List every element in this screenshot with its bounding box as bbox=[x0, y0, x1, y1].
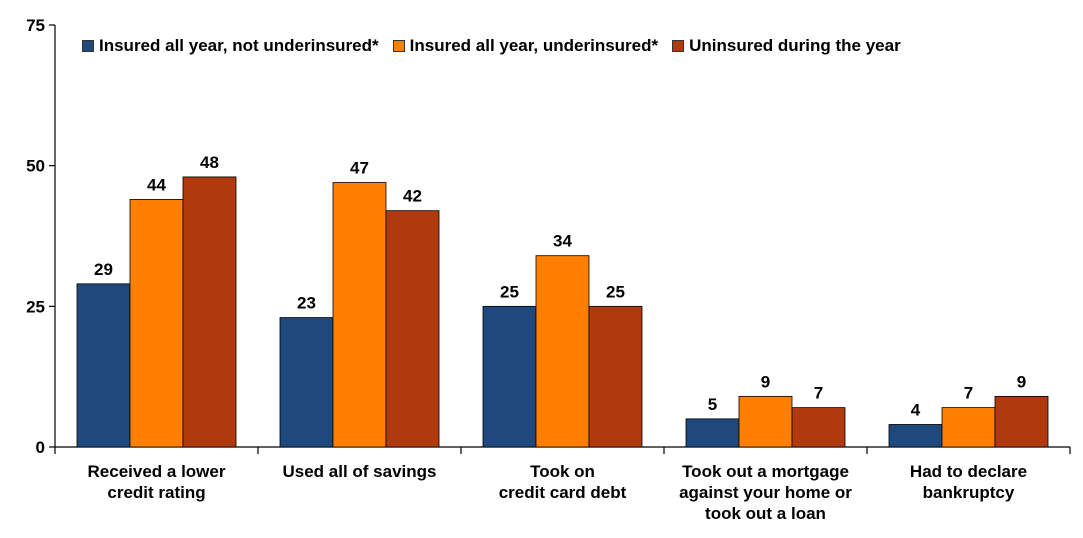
bar bbox=[279, 317, 334, 448]
data-label: 7 bbox=[814, 384, 823, 403]
y-tick-label: 0 bbox=[36, 438, 45, 457]
category-label: bankruptcy bbox=[923, 483, 1015, 502]
data-label: 29 bbox=[94, 260, 113, 279]
legend-swatch bbox=[392, 40, 405, 52]
data-label: 25 bbox=[606, 282, 625, 301]
data-label: 7 bbox=[964, 384, 973, 403]
category-label: against your home or bbox=[679, 483, 852, 502]
legend: Insured all year, not underinsured* Insur… bbox=[82, 36, 901, 56]
bar bbox=[791, 407, 846, 448]
bar bbox=[332, 182, 387, 448]
bar bbox=[685, 418, 740, 448]
category-label: credit rating bbox=[107, 483, 205, 502]
data-label: 34 bbox=[553, 232, 572, 251]
category-label: Took out a mortgage bbox=[682, 462, 849, 481]
bar bbox=[738, 395, 793, 448]
legend-item: Uninsured during the year bbox=[672, 36, 901, 56]
bar bbox=[385, 210, 440, 448]
bar bbox=[888, 424, 943, 448]
category-label: Took on bbox=[530, 462, 595, 481]
data-label: 9 bbox=[761, 372, 770, 391]
bar bbox=[129, 199, 184, 448]
bar bbox=[182, 176, 237, 448]
bar bbox=[941, 407, 996, 448]
y-tick-label: 75 bbox=[26, 16, 45, 35]
data-label: 48 bbox=[200, 153, 219, 172]
category-label: took out a loan bbox=[705, 504, 826, 523]
category-label: Had to declare bbox=[910, 462, 1027, 481]
data-label: 47 bbox=[350, 159, 369, 178]
bar bbox=[588, 305, 643, 448]
data-label: 25 bbox=[500, 282, 519, 301]
bar bbox=[482, 305, 537, 448]
data-label: 5 bbox=[708, 395, 717, 414]
data-label: 23 bbox=[297, 294, 316, 313]
legend-item: Insured all year, underinsured* bbox=[392, 36, 659, 56]
bars bbox=[76, 176, 1049, 448]
data-label: 4 bbox=[911, 400, 921, 419]
legend-swatch bbox=[672, 40, 685, 52]
legend-label: Insured all year, not underinsured* bbox=[99, 36, 379, 55]
category-label: Used all of savings bbox=[283, 462, 437, 481]
legend-label: Insured all year, underinsured* bbox=[409, 36, 659, 55]
category-labels: Received a lower credit rating Used all of… bbox=[88, 462, 1028, 523]
data-label: 9 bbox=[1017, 372, 1026, 391]
bar bbox=[994, 395, 1049, 448]
legend-swatch bbox=[82, 40, 94, 52]
legend-label: Uninsured during the year bbox=[689, 36, 901, 55]
bar bbox=[535, 255, 590, 448]
bar bbox=[76, 283, 131, 448]
y-tick-label: 25 bbox=[26, 297, 45, 316]
category-label: credit card debt bbox=[499, 483, 627, 502]
category-label: Received a lower bbox=[88, 462, 226, 481]
data-label: 44 bbox=[147, 175, 166, 194]
legend-item: Insured all year, not underinsured* bbox=[82, 36, 379, 56]
data-label: 42 bbox=[403, 187, 422, 206]
y-tick-label: 50 bbox=[26, 157, 45, 176]
